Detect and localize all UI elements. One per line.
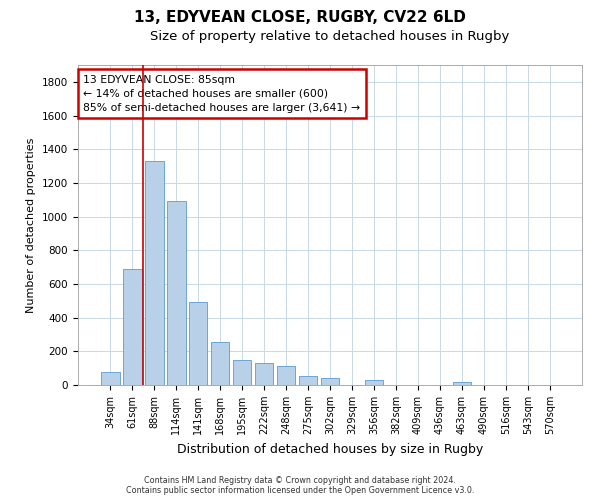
Bar: [277, 366, 295, 385]
Bar: [167, 202, 185, 385]
Text: Contains HM Land Registry data © Crown copyright and database right 2024.
Contai: Contains HM Land Registry data © Crown c…: [126, 476, 474, 495]
Bar: [189, 302, 208, 385]
Bar: [123, 269, 142, 385]
Bar: [233, 360, 251, 385]
Bar: [255, 363, 274, 385]
X-axis label: Distribution of detached houses by size in Rugby: Distribution of detached houses by size …: [177, 442, 483, 456]
Bar: [320, 378, 340, 385]
Bar: [299, 376, 317, 385]
Bar: [145, 161, 164, 385]
Text: 13, EDYVEAN CLOSE, RUGBY, CV22 6LD: 13, EDYVEAN CLOSE, RUGBY, CV22 6LD: [134, 10, 466, 25]
Bar: [211, 342, 229, 385]
Text: 13 EDYVEAN CLOSE: 85sqm
← 14% of detached houses are smaller (600)
85% of semi-d: 13 EDYVEAN CLOSE: 85sqm ← 14% of detache…: [83, 74, 360, 112]
Bar: [365, 380, 383, 385]
Title: Size of property relative to detached houses in Rugby: Size of property relative to detached ho…: [151, 30, 509, 43]
Y-axis label: Number of detached properties: Number of detached properties: [26, 138, 37, 312]
Bar: [452, 382, 471, 385]
Bar: [101, 372, 119, 385]
